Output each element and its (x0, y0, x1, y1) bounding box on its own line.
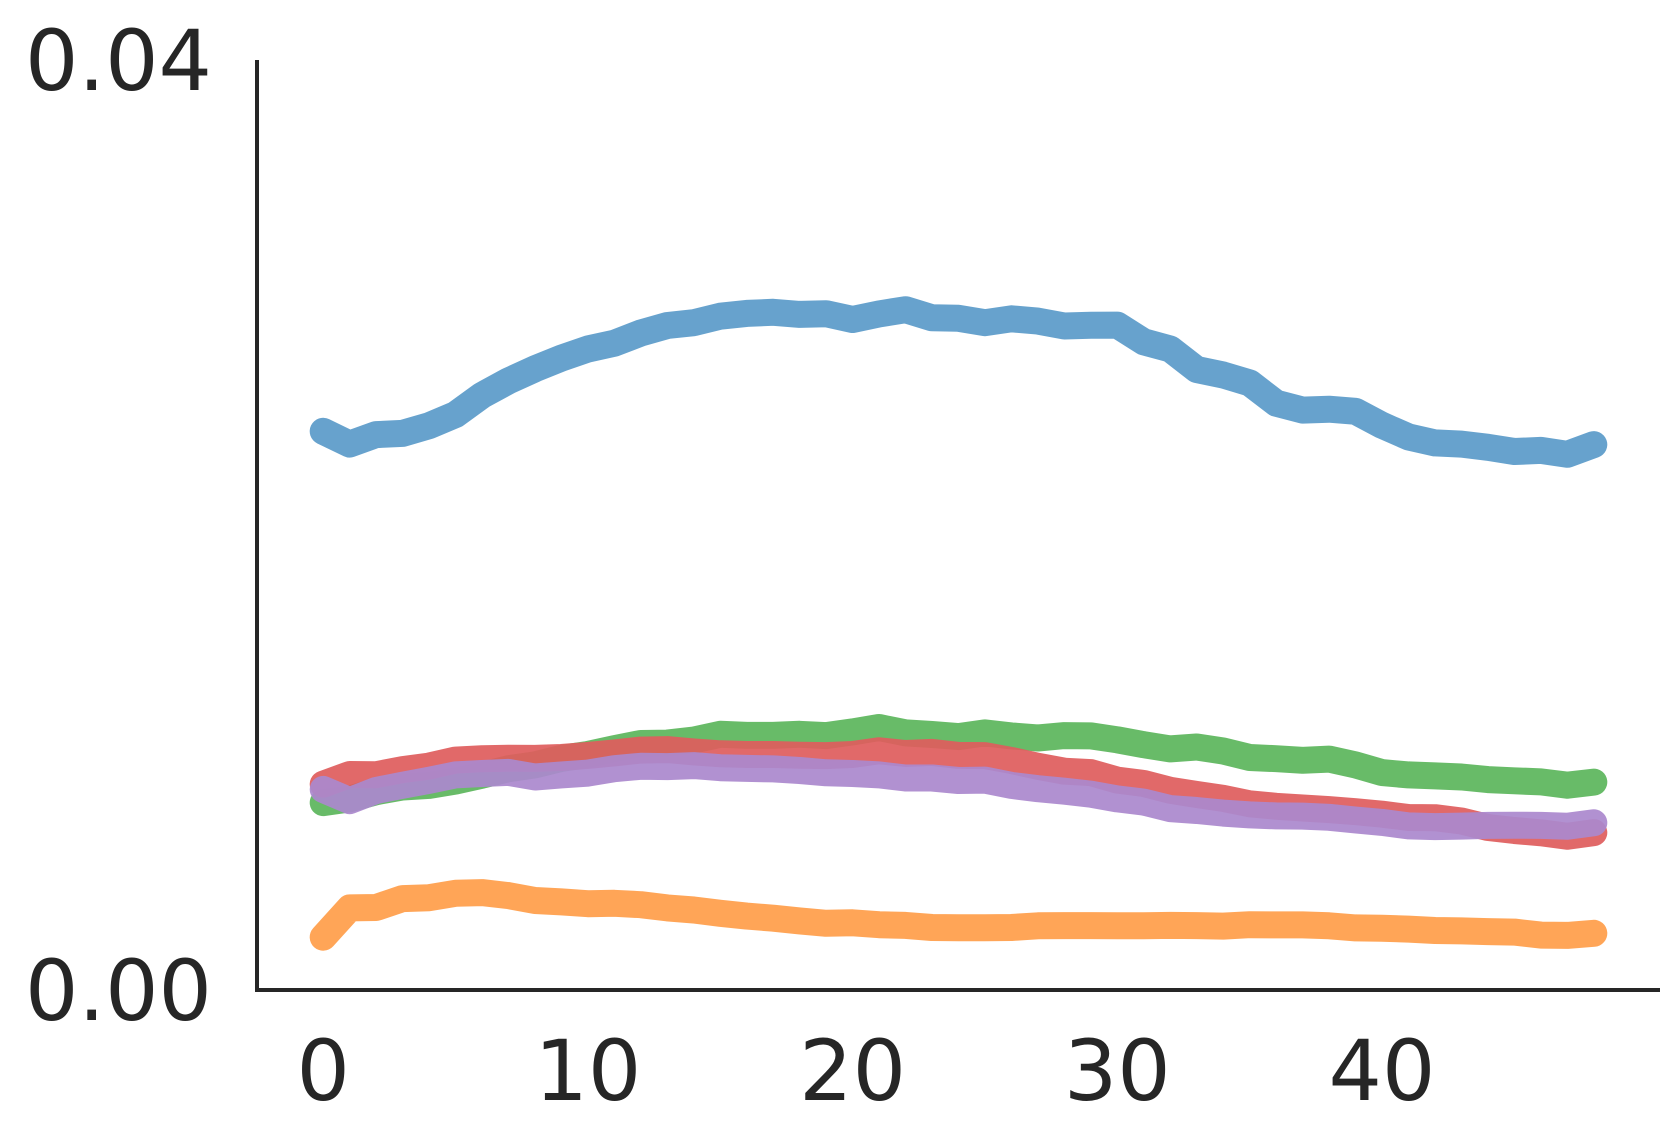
series-line-1 (309, 296, 1608, 468)
x-tick-label: 30 (1064, 1022, 1171, 1120)
x-axis-ticks: 0 10 20 30 40 (296, 1022, 1435, 1120)
y-tick-label: 0.00 (25, 942, 212, 1040)
series-line-2 (309, 879, 1608, 951)
x-tick-label: 0 (296, 1022, 349, 1120)
x-tick-label: 20 (799, 1022, 906, 1120)
series-line-5 (309, 752, 1608, 841)
series-lines (309, 296, 1608, 951)
x-tick-label: 40 (1329, 1022, 1436, 1120)
x-tick-label: 10 (534, 1022, 641, 1120)
y-tick-label: 0.04 (25, 12, 212, 110)
y-axis-ticks: 0.00 0.04 (25, 12, 212, 1040)
